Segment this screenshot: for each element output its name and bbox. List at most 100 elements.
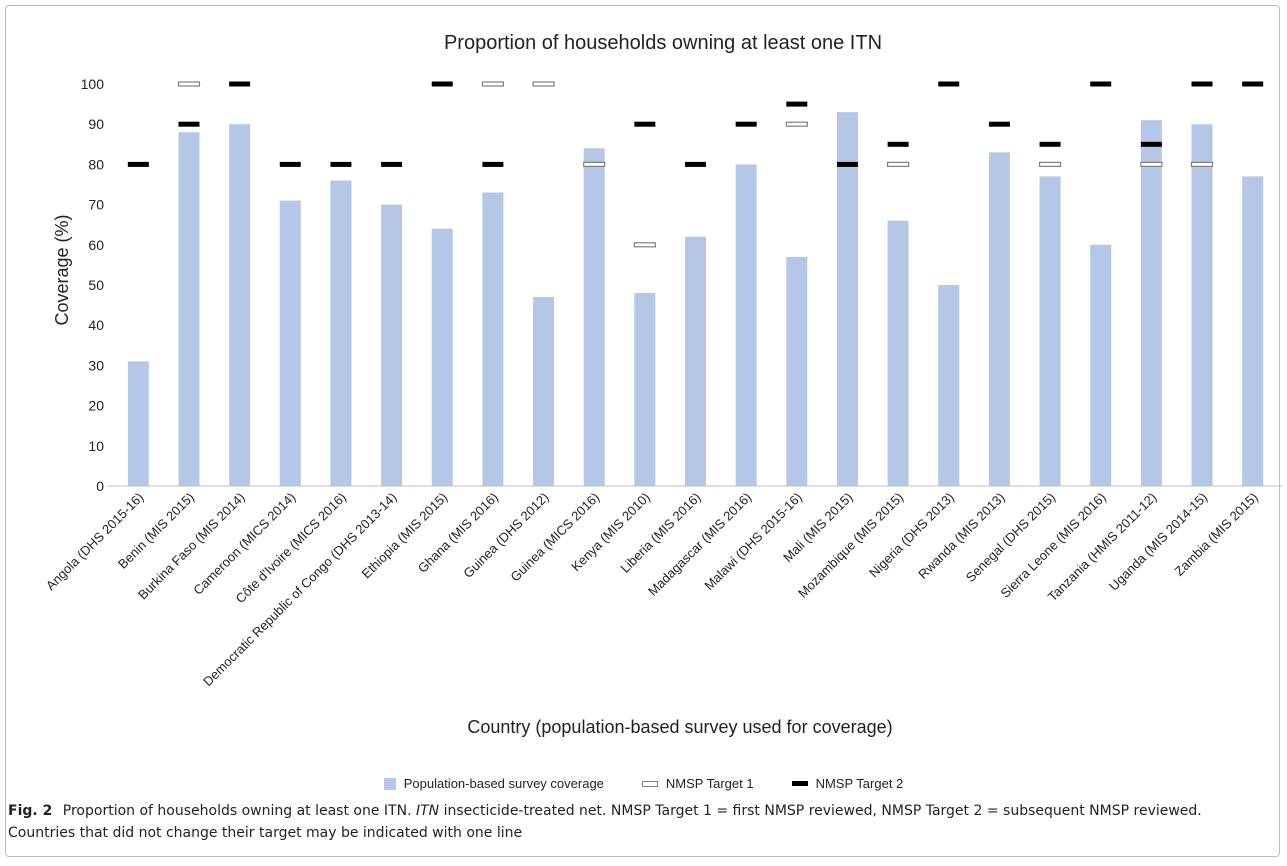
x-tick-label: Ethiopia (MIS 2015) xyxy=(359,490,451,582)
coverage-bar xyxy=(1140,120,1162,487)
chart: Proportion of households owning at least… xyxy=(43,32,1282,737)
caption-label: Fig. 2 xyxy=(8,803,53,819)
coverage-bar xyxy=(533,297,555,486)
y-tick-label: 60 xyxy=(88,237,104,253)
coverage-bar xyxy=(685,236,706,486)
x-tick-label: Democratic Republic of Congo (DHS 2013-1… xyxy=(200,490,400,690)
x-tick-label: Guinea (DHS 2012) xyxy=(460,490,551,581)
coverage-bar xyxy=(127,361,149,486)
legend: Population-based survey coverage NMSP Ta… xyxy=(0,776,1287,791)
target-markers xyxy=(127,81,1264,248)
target-2-marker xyxy=(178,121,200,127)
coverage-bar xyxy=(1242,176,1264,486)
legend-label-target-2: NMSP Target 2 xyxy=(815,776,904,791)
target-1-marker xyxy=(1190,161,1214,167)
coverage-bar xyxy=(887,220,909,486)
x-tick-label: Uganda (MIS 2014-15) xyxy=(1106,490,1210,594)
target-2-marker xyxy=(685,161,706,167)
y-axis-label: Coverage (%) xyxy=(52,214,72,325)
coverage-bar xyxy=(836,112,858,486)
caption-text-2: insecticide-treated net. NMSP Target 1 =… xyxy=(8,803,1202,841)
x-axis: Angola (DHS 2015-16)Benin (MIS 2015)Burk… xyxy=(43,490,1261,690)
target-2-marker xyxy=(381,161,403,167)
x-tick-label: Senegal (DHS 2015) xyxy=(963,490,1058,585)
legend-swatch-target-1 xyxy=(641,780,658,787)
x-tick-label: Guinea (MICS 2016) xyxy=(507,490,602,585)
target-1-marker xyxy=(1038,161,1062,167)
legend-label-coverage: Population-based survey coverage xyxy=(403,776,604,791)
coverage-bar xyxy=(229,124,251,486)
target-1-marker xyxy=(1140,161,1163,167)
target-2-marker xyxy=(1090,81,1112,87)
coverage-bar xyxy=(178,132,200,487)
y-tick-label: 0 xyxy=(96,478,104,494)
target-2-marker xyxy=(330,161,352,167)
y-axis: 0 10 20 30 40 50 60 70 80 90 100 xyxy=(81,76,105,494)
y-tick-label: 10 xyxy=(88,438,104,454)
bar-series xyxy=(127,112,1264,487)
y-tick-label: 40 xyxy=(88,317,104,333)
coverage-bar xyxy=(786,256,808,486)
target-2-marker xyxy=(1191,81,1213,87)
x-tick-label: Cameroon (MICS 2014) xyxy=(190,490,298,598)
target-2-marker xyxy=(482,161,504,167)
target-1-marker xyxy=(177,81,201,87)
target-2-marker xyxy=(786,101,808,107)
x-tick-label: Rwanda (MIS 2013) xyxy=(915,490,1007,582)
y-tick-label: 100 xyxy=(81,76,105,92)
legend-swatch-target-2 xyxy=(791,781,808,786)
caption-text-1: Proportion of households owning at least… xyxy=(62,803,412,819)
target-2-marker xyxy=(1140,141,1162,147)
coverage-bar xyxy=(583,148,605,486)
legend-item-target-2: NMSP Target 2 xyxy=(791,776,904,791)
y-tick-label: 70 xyxy=(88,197,104,213)
caption-abbr: ITN xyxy=(415,803,440,819)
y-tick-label: 90 xyxy=(88,116,104,132)
coverage-bar xyxy=(938,285,960,486)
target-2-marker xyxy=(836,161,858,167)
x-tick-label: Madagascar (MIS 2016) xyxy=(645,490,754,599)
legend-label-target-1: NMSP Target 1 xyxy=(665,776,754,791)
target-1-marker xyxy=(583,161,606,167)
target-2-marker xyxy=(938,81,960,87)
target-1-marker xyxy=(633,242,656,248)
target-2-marker xyxy=(431,81,453,87)
coverage-bar xyxy=(482,192,504,487)
target-2-marker xyxy=(229,81,251,87)
target-1-marker xyxy=(532,81,555,87)
coverage-bar xyxy=(330,180,352,487)
target-1-marker xyxy=(887,161,910,167)
target-2-marker xyxy=(887,141,909,147)
coverage-bar xyxy=(431,228,453,486)
legend-swatch-coverage xyxy=(383,777,396,790)
legend-item-target-1: NMSP Target 1 xyxy=(641,776,754,791)
x-tick-label: Malawi (DHS 2015-16) xyxy=(701,490,805,594)
coverage-bar xyxy=(1090,244,1112,486)
x-tick-label: Nigeria (DHS 2013) xyxy=(866,490,957,581)
figure-frame xyxy=(5,5,1280,857)
target-2-marker xyxy=(127,161,149,167)
y-tick-label: 50 xyxy=(88,277,104,293)
coverage-bar xyxy=(1191,124,1213,486)
target-1-marker xyxy=(481,81,504,87)
coverage-bar xyxy=(735,164,757,486)
coverage-bar xyxy=(381,204,403,486)
coverage-bar xyxy=(279,200,301,486)
target-2-marker xyxy=(988,121,1010,127)
target-2-marker xyxy=(1039,141,1061,147)
y-tick-label: 20 xyxy=(88,398,104,414)
target-2-marker xyxy=(735,121,757,127)
x-axis-label: Country (population-based survey used fo… xyxy=(467,717,892,737)
target-1-marker xyxy=(785,121,808,127)
target-2-marker xyxy=(634,121,656,127)
y-tick-label: 30 xyxy=(88,357,104,373)
x-tick-label: Angola (DHS 2015-16) xyxy=(43,490,147,594)
legend-item-coverage: Population-based survey coverage xyxy=(383,776,604,791)
target-2-marker xyxy=(279,161,301,167)
coverage-bar xyxy=(1039,176,1061,486)
figure-caption: Fig. 2 Proportion of households owning a… xyxy=(8,800,1258,844)
coverage-bar xyxy=(988,152,1010,486)
target-2-marker xyxy=(1242,81,1264,87)
coverage-bar xyxy=(634,293,656,486)
y-tick-label: 80 xyxy=(88,156,104,172)
